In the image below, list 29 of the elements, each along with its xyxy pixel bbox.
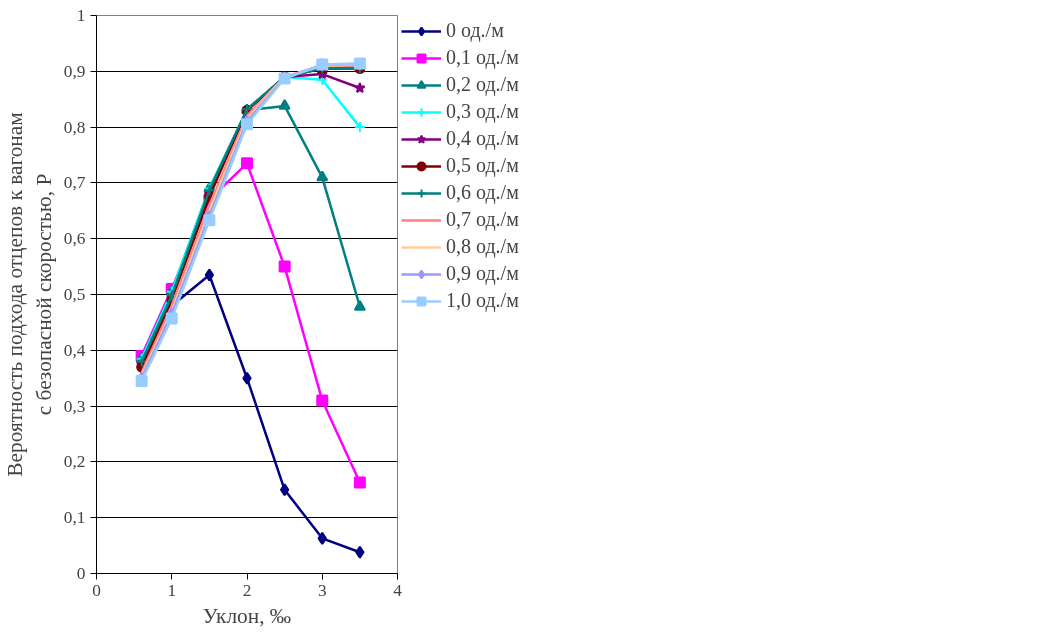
y-tick-label: 0,3 (63, 396, 86, 416)
y-tick-label: 0,2 (63, 452, 86, 472)
y-tick-label: 0,6 (63, 229, 86, 249)
legend-label: 0,8 од./м (446, 235, 520, 258)
legend-label: 0,1 од./м (446, 46, 520, 69)
x-tick-label: 1 (167, 580, 177, 600)
x-tick-label: 3 (317, 580, 327, 600)
legend-label: 0,4 од./м (446, 127, 520, 150)
legend-label: 0,9 од./м (446, 262, 520, 285)
y-tick-label: 0,5 (63, 285, 86, 304)
y-tick-label: 0,4 (63, 340, 86, 360)
x-tick-label: 4 (393, 580, 403, 600)
legend-label: 0,5 од./м (446, 154, 520, 177)
y-tick-label: 0 (76, 564, 86, 583)
legend-label: 1,0 од./м (446, 289, 520, 312)
y-tick-label: 0,7 (63, 173, 86, 193)
y-tick-label: 0,9 (63, 61, 86, 81)
x-axis-title: Уклон, ‰ (202, 603, 292, 628)
legend-label: 0,3 од./м (446, 100, 520, 123)
x-tick-label: 0 (92, 580, 101, 600)
y-axis-title: Вероятность подхода отцепов к вагонам с безопасной скоростью, P (3, 112, 56, 477)
legend-label: 0,7 од./м (446, 208, 520, 231)
y-tick-label: 0,8 (63, 117, 86, 137)
y-tick-label: 1 (76, 6, 86, 25)
legend-label: 0 од./м (446, 19, 505, 42)
y-tick-label: 0,1 (63, 508, 86, 528)
x-tick-label: 2 (242, 580, 252, 600)
legend-label: 0,6 од./м (446, 181, 520, 204)
legend-label: 0,2 од./м (446, 73, 520, 96)
